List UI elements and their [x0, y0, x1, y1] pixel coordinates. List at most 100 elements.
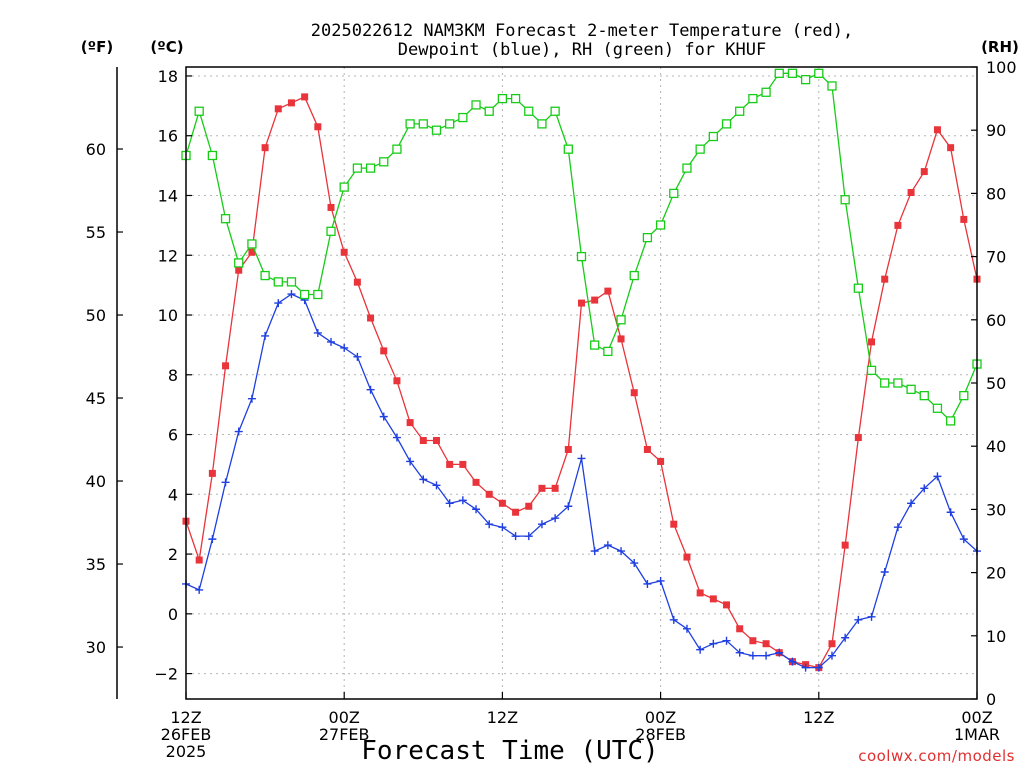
dewpoint-point [920, 484, 929, 493]
rh-point [603, 346, 613, 357]
rh-point [800, 74, 811, 85]
rh-point [906, 384, 916, 394]
celsius-tick-label: 18 [158, 67, 178, 86]
rh-point [735, 106, 745, 116]
rh-point [840, 195, 850, 205]
dewpoint-point [353, 352, 362, 361]
rh-point [339, 182, 349, 192]
dewpoint-point [748, 651, 757, 660]
dewpoint-point [195, 585, 204, 594]
celsius-tick-label: 12 [158, 246, 178, 265]
rh-tick-label: 70 [986, 248, 1006, 267]
rh-tick-label: 60 [986, 311, 1006, 330]
temperature-point [301, 93, 309, 101]
dewpoint-point [617, 547, 626, 556]
fahrenheit-tick-label: 40 [86, 472, 106, 491]
dewpoint-point [498, 523, 507, 532]
temperature-point [749, 637, 757, 645]
rh-tick-label: 50 [986, 374, 1006, 393]
dewpoint-point [590, 547, 599, 556]
dewpoint-point [208, 535, 217, 544]
temperature-point [564, 445, 572, 453]
temperature-point [393, 377, 401, 385]
rh-point [537, 119, 547, 129]
rh-point [853, 283, 863, 293]
celsius-axis-unit: (ºC) [150, 38, 183, 56]
dewpoint-point [221, 478, 230, 487]
temperature-line [185, 96, 978, 669]
temperature-point [617, 335, 625, 343]
temperature-point [709, 595, 717, 603]
celsius-tick-label: 16 [158, 127, 178, 146]
dewpoint-point [432, 481, 441, 490]
dewpoint-point [801, 663, 810, 672]
dewpoint-point [485, 520, 494, 529]
rh-point [774, 68, 784, 78]
temperature-point [432, 437, 440, 445]
rh-point [827, 81, 837, 91]
rh-point [273, 277, 283, 287]
dewpoint-point [537, 520, 546, 529]
x-tick-label: 28FEB [635, 725, 686, 744]
celsius-tick-label: −2 [154, 665, 178, 684]
rh-point [431, 125, 442, 135]
rh-point [866, 365, 877, 376]
temperature-point [591, 296, 599, 304]
rh-point [708, 131, 718, 142]
temperature-point [261, 144, 269, 152]
rh-point [392, 144, 402, 154]
rh-point [682, 163, 692, 173]
rh-point [748, 93, 758, 104]
fahrenheit-tick-label: 35 [86, 555, 106, 574]
temperature-point [578, 299, 585, 307]
rh-point [497, 93, 508, 104]
dewpoint-point [445, 499, 454, 508]
temperature-point [841, 541, 849, 549]
rh-point [721, 119, 732, 129]
dewpoint-point [735, 648, 744, 657]
temperature-point [894, 221, 902, 229]
celsius-tick-label: 4 [168, 485, 178, 504]
series-layer [181, 68, 982, 672]
rh-tick-label: 80 [986, 184, 1006, 203]
temperature-point [406, 419, 414, 427]
dewpoint-point [287, 290, 296, 299]
dewpoint-point [327, 337, 336, 346]
temperature-point [353, 278, 361, 286]
rh-point [550, 106, 560, 116]
rh-point [616, 315, 626, 325]
fahrenheit-tick-label: 45 [86, 389, 106, 408]
temperature-point [762, 640, 770, 648]
x-tick-label: 12Z [170, 708, 201, 727]
rh-axis-unit: (RH) [981, 38, 1019, 56]
temperature-point [472, 478, 480, 486]
rh-point [260, 270, 270, 281]
celsius-tick-label: 6 [168, 426, 178, 445]
dewpoint-point [682, 624, 691, 633]
temperature-point [485, 490, 493, 498]
temperature-point [195, 556, 203, 564]
axis-layer: −2 0 2 4 6 8 10 12 14 16 18 30 35 40 45 50 55 60 0 10 20 30 40… [86, 58, 1017, 761]
dewpoint-point [643, 579, 652, 588]
rh-point [655, 220, 666, 230]
dewpoint-point [854, 615, 863, 624]
rh-point [379, 157, 389, 167]
rh-point [365, 163, 376, 173]
rh-point [234, 258, 244, 268]
dewpoint-point [234, 427, 243, 436]
dewpoint-point [313, 328, 322, 337]
temperature-point [947, 144, 955, 152]
rh-point [880, 378, 890, 388]
temperature-point [327, 203, 335, 211]
dewpoint-point [524, 532, 533, 541]
temperature-point [736, 625, 744, 633]
rh-tick-label: 10 [986, 627, 1006, 646]
dewpoint-point [577, 454, 586, 463]
rh-tick-label: 40 [986, 437, 1006, 456]
rh-point [629, 270, 639, 281]
dewpoint-point [709, 639, 718, 648]
fahrenheit-axis-unit: (ºF) [81, 38, 113, 56]
rh-point [642, 232, 653, 243]
x-tick-label: 00Z [645, 708, 676, 727]
